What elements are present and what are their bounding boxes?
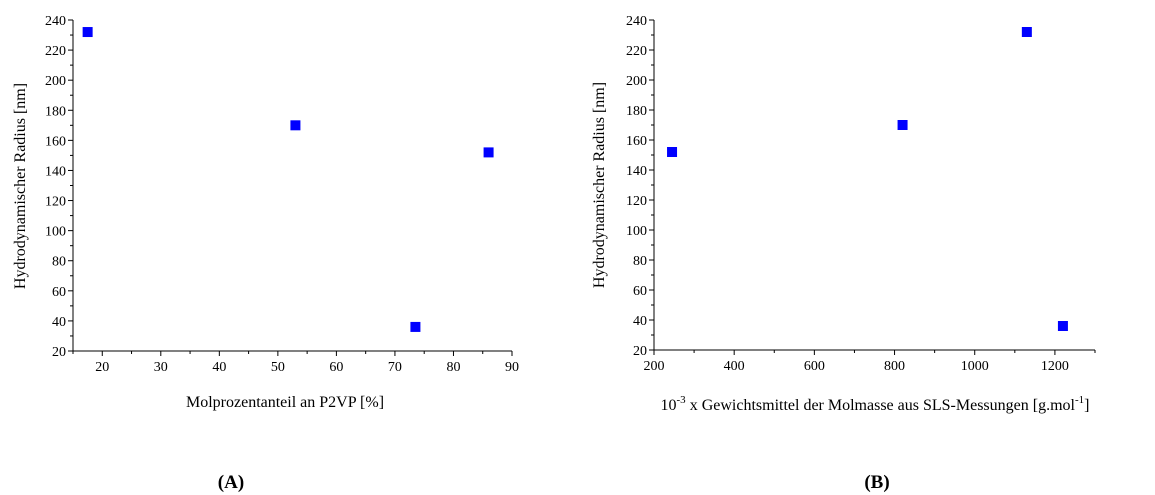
panel-b-x-axis-label: 10-3 x Gewichtsmittel der Molmasse aus S… <box>661 394 1090 414</box>
data-point <box>82 27 93 38</box>
y-tick-label: 160 <box>45 134 66 149</box>
data-point <box>410 321 421 332</box>
y-tick-label: 240 <box>45 14 66 29</box>
panel-b-points <box>667 27 1068 331</box>
x-tick-label: 60 <box>329 360 343 375</box>
y-tick-label: 140 <box>45 164 66 179</box>
y-tick-label: 200 <box>45 74 66 89</box>
y-tick-label: 180 <box>626 104 647 119</box>
y-tick-label: 60 <box>633 284 647 299</box>
panel-b-axes <box>653 20 1095 351</box>
panel-a-y-ticks: 20 40 60 80 100 120 140 160 180 200 220 240 <box>45 14 73 360</box>
y-tick-label: 120 <box>626 194 647 209</box>
panel-b-label: (B) <box>864 472 889 493</box>
data-point <box>1057 321 1068 331</box>
y-tick-label: 40 <box>52 315 66 330</box>
panel-b-x-label-exp: -3 <box>677 394 687 406</box>
x-tick-label: 30 <box>154 360 168 375</box>
data-point <box>897 120 908 130</box>
x-tick-label: 20 <box>95 360 109 375</box>
panel-a-axes <box>72 20 512 352</box>
panel-a-label: (A) <box>218 472 244 493</box>
panel-b-y-axis-label: Hydrodynamischer Radius [nm] <box>591 82 608 288</box>
y-tick-label: 140 <box>626 164 647 179</box>
y-tick-label: 60 <box>52 285 66 300</box>
y-tick-label: 20 <box>52 345 66 360</box>
panel-b-x-ticks: 200 400 600 800 1000 1200 <box>644 350 1096 374</box>
x-tick-label: 40 <box>212 360 226 375</box>
x-tick-label: 1000 <box>961 359 989 374</box>
y-tick-label: 80 <box>52 255 66 270</box>
y-tick-label: 80 <box>633 254 647 269</box>
x-tick-label: 400 <box>724 359 745 374</box>
panel-b-x-label-suffix: ] <box>1084 397 1089 414</box>
y-tick-label: 220 <box>45 44 66 59</box>
data-point <box>483 147 494 158</box>
panel-b: 200 400 600 800 1000 1200 20 40 60 80 100 120 140 16… <box>591 14 1096 493</box>
panel-b-y-ticks: 20 40 60 80 100 120 140 160 180 200 220 240 <box>626 14 654 359</box>
panel-b-x-label-prefix: 10 <box>661 397 677 414</box>
panel-b-x-label-exp2: -1 <box>1075 394 1084 406</box>
panel-a-x-ticks: 20 30 40 50 60 70 80 90 <box>72 351 519 375</box>
x-tick-label: 1200 <box>1041 359 1069 374</box>
panel-a: 20 30 40 50 60 70 80 90 20 40 60 80 100 120 140 160 180… <box>12 14 519 493</box>
y-tick-label: 180 <box>45 104 66 119</box>
x-tick-label: 90 <box>505 360 519 375</box>
panel-b-x-label-main: x Gewichtsmittel der Molmasse aus SLS-Me… <box>686 397 1076 414</box>
y-tick-label: 20 <box>633 344 647 359</box>
x-tick-label: 600 <box>804 359 825 374</box>
y-tick-label: 220 <box>626 44 647 59</box>
y-tick-label: 100 <box>45 225 66 240</box>
data-point <box>667 147 678 157</box>
y-tick-label: 40 <box>633 314 647 329</box>
x-tick-label: 800 <box>884 359 905 374</box>
panel-a-points <box>82 27 494 332</box>
y-tick-label: 240 <box>626 14 647 29</box>
x-tick-label: 200 <box>644 359 665 374</box>
y-tick-label: 200 <box>626 74 647 89</box>
x-tick-label: 80 <box>446 360 460 375</box>
x-tick-label: 70 <box>388 360 402 375</box>
panel-a-x-axis-label: Molprozentanteil an P2VP [%] <box>186 394 384 411</box>
data-point <box>290 120 301 131</box>
y-tick-label: 120 <box>45 195 66 210</box>
panel-a-y-axis-label: Hydrodynamischer Radius [nm] <box>12 83 29 289</box>
y-tick-label: 160 <box>626 134 647 149</box>
x-tick-label: 50 <box>271 360 285 375</box>
data-point <box>1021 27 1032 37</box>
y-tick-label: 100 <box>626 224 647 239</box>
